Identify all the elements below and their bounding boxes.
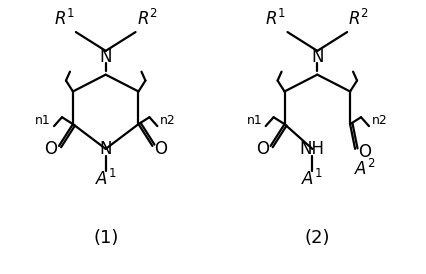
Text: N: N	[311, 48, 323, 66]
Text: N: N	[99, 48, 112, 66]
Text: O: O	[256, 140, 268, 158]
Text: $A^1$: $A^1$	[301, 169, 322, 189]
Text: O: O	[44, 140, 58, 158]
Text: n2: n2	[371, 114, 387, 127]
Text: $R^1$: $R^1$	[265, 9, 286, 29]
Text: $R^2$: $R^2$	[136, 9, 157, 29]
Text: $R^2$: $R^2$	[347, 9, 368, 29]
Text: N: N	[99, 140, 112, 158]
Text: O: O	[358, 143, 371, 161]
Text: $A^1$: $A^1$	[95, 169, 116, 189]
Text: n1: n1	[35, 114, 51, 127]
Text: n1: n1	[246, 114, 262, 127]
Text: $A^2$: $A^2$	[353, 159, 375, 179]
Text: (1): (1)	[93, 229, 118, 247]
Text: $R^1$: $R^1$	[54, 9, 75, 29]
Text: n2: n2	[160, 114, 176, 127]
Text: (2): (2)	[304, 229, 329, 247]
Text: NH: NH	[299, 140, 324, 158]
Text: O: O	[153, 140, 167, 158]
